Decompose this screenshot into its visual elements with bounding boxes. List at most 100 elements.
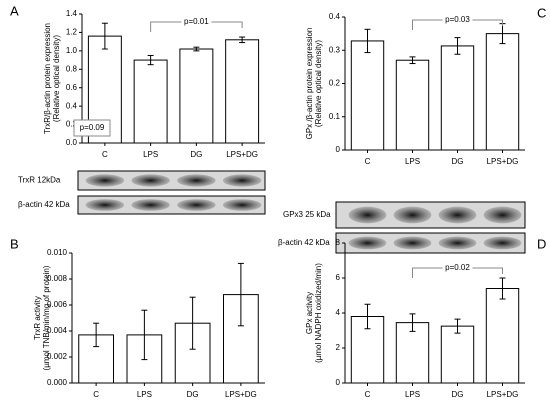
error-bar (409, 313, 416, 332)
blot-band (177, 174, 216, 187)
x-tick-label: LPS+DG (225, 390, 257, 399)
annotation-bg (442, 263, 473, 273)
bar (179, 48, 214, 144)
y-tick-label: 0.3 (329, 45, 341, 54)
y-tick-label: 1.4 (66, 9, 78, 18)
y-tick-label: 0.008 (47, 274, 68, 283)
x-tick-label: LPS (405, 157, 420, 166)
blot-band (348, 236, 387, 250)
error-bar (364, 28, 371, 54)
y-tick-label: 4 (336, 308, 341, 317)
bar (440, 45, 475, 151)
y-tick-label: 1.2 (66, 28, 78, 37)
panel-letter: D (537, 236, 546, 251)
x-tick-label: DG (452, 157, 464, 166)
blot-label: β-actin 42 kDa (18, 200, 70, 209)
bar (133, 59, 168, 144)
y-tick-label: 0.8 (66, 64, 78, 73)
error-bar (239, 36, 246, 44)
x-tick-label: LPS+DG (487, 390, 519, 399)
y-axis-label: GPx activity (305, 292, 314, 334)
x-tick-label: LPS+DG (226, 150, 258, 159)
error-bar (189, 296, 196, 350)
error-bar (499, 277, 506, 300)
panel-letter: C (537, 5, 546, 20)
y-tick-label: 0.010 (47, 248, 68, 257)
y-tick-label: 0.4 (329, 12, 341, 21)
y-tick-label: 0.0 (66, 138, 78, 147)
bar (350, 40, 385, 151)
y-tick-label: 0.2 (329, 79, 341, 88)
p-value: p=0.02 (445, 263, 470, 272)
y-tick-label: 0 (336, 378, 341, 387)
y-axis-label: TrxR activity (33, 296, 42, 340)
y-tick-label: 0.000 (47, 378, 68, 387)
y-tick-label: 0 (336, 145, 341, 154)
x-tick-label: DG (187, 390, 199, 399)
blot-label: β-actin 42 kDa (278, 238, 330, 247)
error-bar (147, 54, 154, 66)
y-tick-label: 0.1 (329, 112, 341, 121)
y-tick-label: 2 (336, 343, 341, 352)
p-value: p=0.09 (80, 123, 105, 132)
y-tick-label: 0.6 (66, 83, 78, 92)
bar (485, 288, 520, 384)
panel-letter: B (10, 236, 19, 251)
x-tick-label: C (365, 390, 371, 399)
p-value: p=0.01 (184, 17, 209, 26)
bar (395, 322, 430, 384)
blot-band (438, 236, 477, 250)
y-tick-label: 0.4 (66, 101, 78, 110)
annotation-box (73, 119, 111, 137)
y-tick-label: 1.0 (66, 46, 78, 55)
bar (485, 33, 520, 151)
annotation-bg (181, 17, 212, 27)
y-tick-label: 6 (336, 273, 341, 282)
error-bar (454, 37, 461, 55)
y-axis-label: (Relative optical density) (52, 35, 61, 122)
blot-band (131, 174, 170, 187)
x-tick-label: C (365, 157, 371, 166)
y-axis-label: TrxR/β-actin protein expression (43, 23, 52, 134)
blot-band (131, 199, 170, 211)
x-tick-label: DG (452, 390, 464, 399)
blot-band (177, 199, 216, 211)
bar (174, 322, 211, 384)
error-bar (141, 309, 148, 361)
blot-band (438, 206, 477, 224)
blot-band (85, 199, 125, 211)
y-tick-label: 8 (336, 238, 341, 247)
error-bar (193, 46, 200, 52)
p-value: p=0.03 (445, 15, 470, 24)
x-tick-label: LPS (405, 390, 420, 399)
y-axis-label: (µmol TNB/min/mg of protein) (42, 265, 51, 370)
y-axis-label: (Relative optical density) (314, 40, 323, 127)
annotation-bg (442, 15, 473, 25)
blot-band (222, 174, 262, 187)
x-tick-label: LPS (143, 150, 158, 159)
panel-letter: A (10, 3, 19, 18)
y-tick-label: 0.002 (47, 352, 68, 361)
error-bar (454, 318, 461, 334)
x-tick-label: LPS (137, 390, 152, 399)
y-tick-label: 0.2 (66, 120, 78, 129)
error-bar (409, 56, 416, 65)
blot-strip (77, 195, 266, 215)
blot-label: TrxR 12kDa (18, 176, 61, 185)
blot-band (483, 206, 522, 224)
blot-band (85, 174, 125, 187)
blot-band (348, 206, 387, 224)
x-tick-label: LPS+DG (487, 157, 519, 166)
error-bar (93, 322, 100, 348)
blot-band (222, 199, 262, 211)
y-tick-label: 0.006 (47, 300, 68, 309)
x-tick-label: C (102, 150, 108, 159)
blot-strip (77, 170, 266, 191)
error-bar (101, 22, 108, 50)
x-tick-label: DG (190, 150, 202, 159)
blot-band (483, 236, 522, 250)
blot-band (393, 236, 432, 250)
error-bar (364, 303, 371, 330)
blot-label: GPx3 25 kDa (283, 210, 331, 219)
